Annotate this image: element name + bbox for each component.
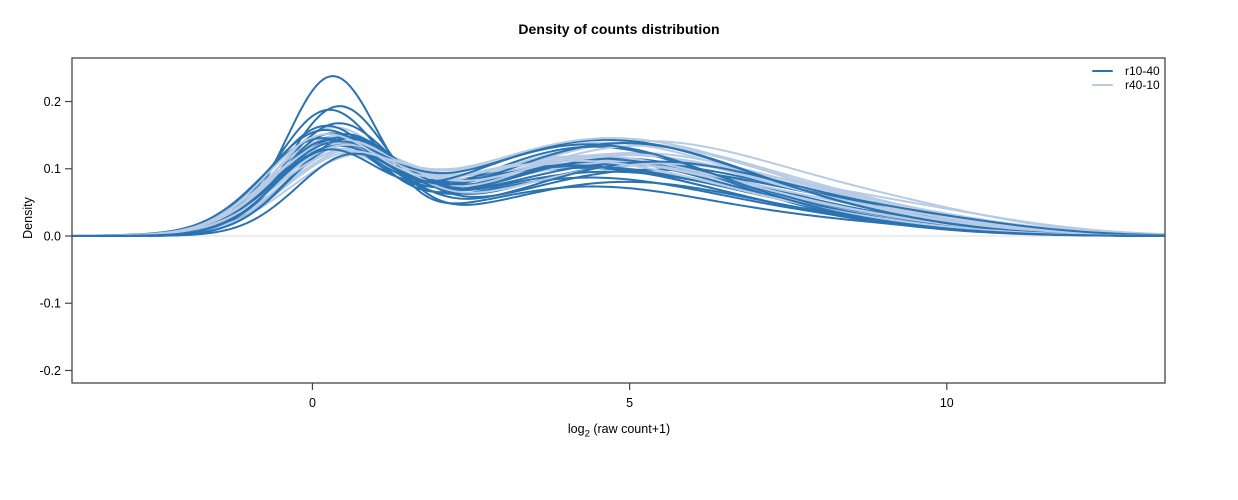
y-tick-label: -0.1 bbox=[39, 297, 61, 311]
legend-label: r10-40 bbox=[1125, 64, 1160, 78]
legend-item-r10-40: r10-40 bbox=[1092, 64, 1160, 78]
y-tick-label: -0.2 bbox=[39, 364, 61, 378]
legend-line-icon bbox=[1092, 83, 1113, 87]
legend-line-icon bbox=[1092, 69, 1113, 73]
legend: r10-40 r40-10 bbox=[1092, 64, 1160, 92]
y-axis-title: Density bbox=[21, 197, 35, 239]
x-tick-label: 10 bbox=[940, 396, 954, 410]
y-tick-label: 0.2 bbox=[44, 95, 61, 109]
density-curve-r10-40 bbox=[71, 143, 1165, 237]
y-tick-label: 0.1 bbox=[44, 162, 61, 176]
legend-item-r40-10: r40-10 bbox=[1092, 78, 1160, 92]
legend-label: r40-10 bbox=[1125, 78, 1160, 92]
x-axis-title-base: log bbox=[567, 422, 585, 436]
x-tick-label: 0 bbox=[309, 396, 316, 410]
density-curve-r10-40 bbox=[71, 138, 1165, 237]
plot-border bbox=[71, 57, 1166, 384]
x-tick-label: 5 bbox=[626, 396, 633, 410]
y-tick-label: 0.0 bbox=[44, 229, 61, 243]
x-axis-title: log2 (raw count+1) bbox=[0, 422, 1238, 440]
density-curve-r40-10 bbox=[71, 133, 1165, 237]
chart-title: Density of counts distribution bbox=[518, 21, 720, 37]
x-axis-title-rest: (raw count+1) bbox=[589, 422, 671, 436]
x-axis-title-subscript: 2 bbox=[584, 428, 590, 440]
